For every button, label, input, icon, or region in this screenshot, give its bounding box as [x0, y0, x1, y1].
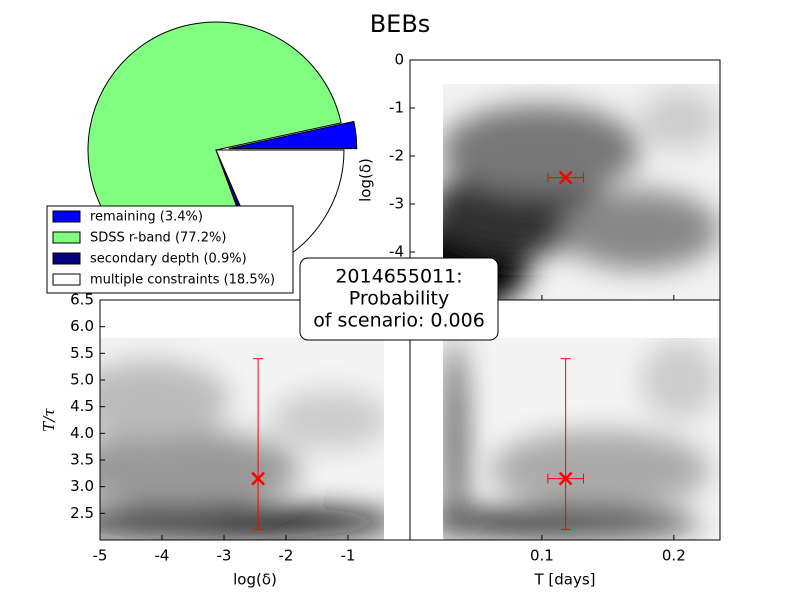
x-tick-label: -2 — [279, 547, 294, 565]
y-axis-label: T/τ — [40, 408, 58, 432]
x-tick-label: -1 — [341, 547, 356, 565]
density-image — [100, 338, 384, 540]
y-tick-label: 0 — [394, 51, 404, 69]
x-tick-label: 0.2 — [662, 547, 686, 565]
y-tick-label: -3 — [389, 195, 404, 213]
annotation: 2014655011: Probability of scenario: 0.0… — [299, 257, 499, 341]
y-tick-label: 3.0 — [70, 477, 94, 495]
annotation-box — [299, 257, 499, 341]
pie-slice — [228, 120, 358, 150]
legend-label: remaining (3.4%) — [90, 210, 203, 225]
legend-swatch — [52, 210, 81, 223]
x-tick-label: -4 — [155, 547, 170, 565]
y-tick-label: -4 — [389, 243, 404, 261]
legend-swatch — [52, 231, 81, 244]
legend: remaining (3.4%) SDSS r-band (77.2%) secon… — [46, 205, 294, 294]
point — [558, 170, 573, 185]
figure-title: BEBs — [370, 10, 431, 38]
y-tick-label: 6.5 — [70, 291, 94, 309]
x-axis-label: log(δ) — [233, 571, 277, 589]
axes-frame — [409, 299, 721, 541]
y-tick-label: 4.0 — [70, 424, 94, 442]
annotation-line: of scenario: 0.006 — [313, 310, 485, 332]
annotation-line: Probability — [349, 288, 449, 310]
y-axis-label: log(δ) — [357, 158, 375, 202]
density-image — [443, 338, 720, 540]
legend-label: SDSS r-band (77.2%) — [90, 231, 226, 246]
x-tick-label: -5 — [93, 547, 108, 565]
legend-swatch — [52, 273, 81, 286]
x-tick-label: 0.1 — [530, 547, 554, 565]
legend-label: multiple constraints (18.5%) — [90, 273, 275, 288]
y-tick-label: 5.5 — [70, 344, 94, 362]
y-tick-label: 6.0 — [70, 317, 94, 335]
y-tick-label: 3.5 — [70, 451, 94, 469]
y-tick-label: 5.0 — [70, 371, 94, 389]
x-tick-label: -3 — [217, 547, 232, 565]
point — [558, 471, 573, 486]
legend-swatch — [52, 252, 81, 265]
legend-box — [46, 205, 294, 294]
y-tick-label: -2 — [389, 147, 404, 165]
point — [251, 471, 265, 486]
y-tick-label: 4.5 — [70, 397, 94, 415]
annotation-line: 2014655011: — [335, 266, 462, 288]
y-tick-label: 2.5 — [70, 504, 94, 522]
y-tick-label: -1 — [389, 99, 404, 117]
x-axis-label: T [days] — [533, 571, 595, 589]
legend-label: secondary depth (0.9%) — [90, 252, 247, 267]
